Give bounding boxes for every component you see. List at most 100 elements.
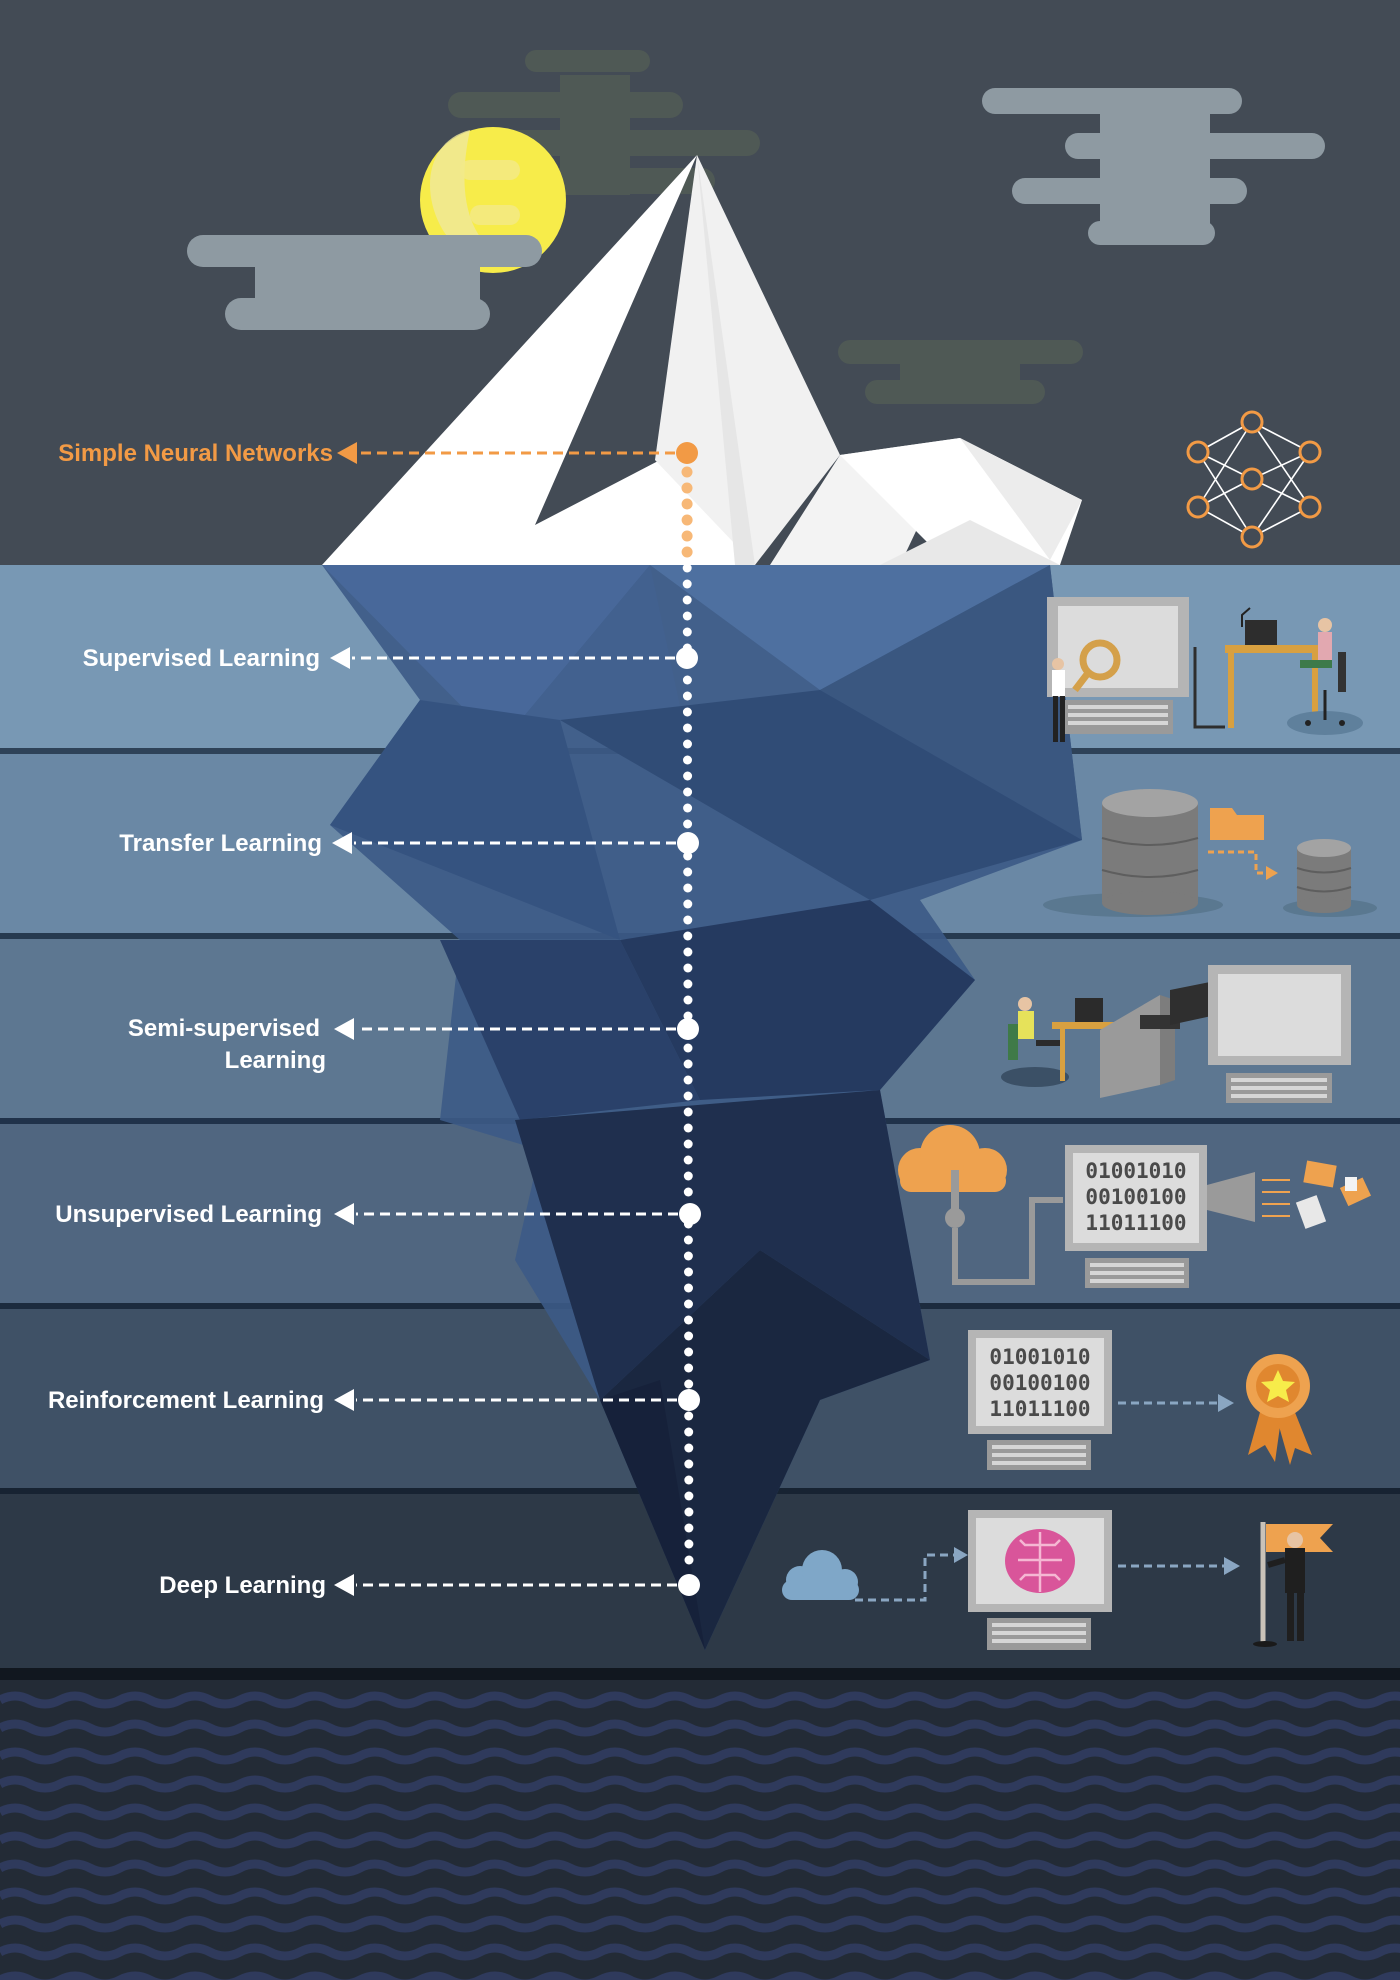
computer-award-icon: 01001010 00100100 11011100 [968,1330,1312,1470]
cloud-left [187,235,542,330]
line-dot [682,579,692,589]
line-dot [681,466,693,478]
binary-code-line-1: 01001010 [989,1345,1090,1369]
wave-line [0,1859,1400,1877]
dark-cloud-middle [838,340,1083,404]
line-dot [683,723,692,733]
level-reinforcement-learning: Reinforcement Learning [48,1387,700,1414]
line-dot [684,1459,694,1469]
line-dot [682,595,692,605]
level-marker-dot [677,1018,699,1040]
line-dot [681,546,693,558]
cloud-right [982,88,1325,245]
level-transfer-learning: Transfer Learning [119,830,699,857]
wave-line [0,1775,1400,1793]
level-label-supervised-learning: Supervised Learning [83,645,320,672]
level-simple-neural-networks: Simple Neural Networks [58,440,698,467]
line-dot [681,498,693,510]
line-dot [683,787,693,797]
wave-line [0,1719,1400,1737]
line-dot [683,739,692,749]
line-dot [683,1075,693,1085]
binary-code-line-3: 11011100 [989,1397,1090,1421]
line-dot [684,1507,694,1517]
line-dot [683,1187,693,1197]
level-label-deep-learning: Deep Learning [159,1572,326,1599]
line-dot [684,1363,694,1373]
line-dot [684,1411,694,1421]
arrow-head-icon [332,832,352,854]
line-dot [684,1331,694,1341]
level-deep-learning: Deep Learning [159,1572,700,1599]
line-dot [684,1267,693,1277]
database-transfer-icon [1043,789,1377,917]
line-dot [684,1555,694,1565]
line-dot [684,1491,694,1501]
wave-line [0,1887,1400,1905]
arrow-head-icon [334,1018,354,1040]
line-dot [684,1523,694,1533]
line-dot [683,883,693,893]
line-dot [681,514,693,526]
iceberg-tip [322,155,1082,565]
level-label-unsupervised-learning: Unsupervised Learning [55,1201,322,1228]
line-dot [683,931,693,941]
binary-code-line-2: 00100100 [1085,1185,1186,1209]
line-dot [682,627,692,637]
level-marker-dot [679,1203,701,1225]
line-dot [684,1379,694,1389]
arrow-head-icon [334,1574,354,1596]
camera-monitor-icon [1001,965,1351,1103]
brain-computer-flag-icon [782,1510,1333,1650]
line-dot [684,1427,694,1437]
line-dot [682,707,692,717]
depth-dotted-line [681,466,694,1565]
level-supervised-learning: Supervised Learning [83,645,698,672]
line-dot [683,1155,693,1165]
wave-line [0,1915,1400,1933]
binary-code-line-2: 00100100 [989,1371,1090,1395]
line-dot [684,1475,694,1485]
wave-line [0,1831,1400,1849]
level-semi-supervised-learning: Semi-supervised Learning [128,1015,699,1074]
line-dot [683,1251,693,1261]
line-dot [682,611,692,621]
line-dot [683,819,693,829]
level-label-semi-supervised-line2: Learning [225,1047,326,1074]
line-dot [684,1315,693,1325]
arrow-head-icon [334,1389,354,1411]
line-dot [684,1539,694,1549]
line-dot [683,1171,693,1181]
line-dot [683,803,693,813]
line-dot [682,675,692,685]
line-dot [683,899,693,909]
line-dot [683,771,693,781]
line-dot [684,1299,693,1309]
binary-code-line-1: 01001010 [1085,1159,1186,1183]
line-dot [683,995,693,1005]
line-dot [682,691,692,701]
supervised-workstation-icon [1047,597,1363,742]
binary-code-line-3: 11011100 [1085,1211,1186,1235]
level-label-reinforcement-learning: Reinforcement Learning [48,1387,324,1414]
wave-line [0,1691,1400,1709]
line-dot [684,1443,694,1453]
arrow-head-icon [337,442,357,464]
wave-line [0,1803,1400,1821]
brain-icon [1005,1529,1075,1593]
line-dot [684,1283,693,1293]
level-marker-dot [676,442,698,464]
line-dot [683,1235,693,1245]
line-dot [683,755,692,765]
line-dot [683,963,693,973]
cloud-data-computer-icon: 01001010 00100100 11011100 [898,1125,1372,1288]
line-dot [683,867,693,877]
line-dot [683,947,693,957]
neural-network-icon [1186,410,1322,549]
line-dot [683,1059,693,1069]
line-dot [683,1139,693,1149]
line-dot [683,915,693,925]
dark-cloud-top [448,50,760,195]
ocean-waves [0,1691,1400,1980]
